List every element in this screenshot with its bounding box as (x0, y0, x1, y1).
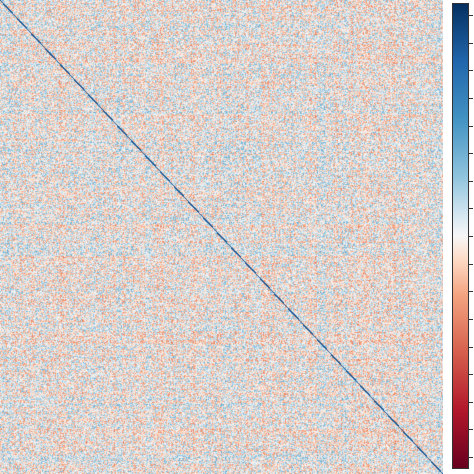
colorbar-tick (469, 347, 473, 348)
colorbar-tick (469, 291, 473, 292)
colorbar-tick (469, 15, 473, 16)
heatmap-matrix (0, 0, 443, 474)
colorbar-tick (469, 126, 473, 127)
colorbar-tick (469, 264, 473, 265)
colorbar-tick (469, 457, 473, 458)
colorbar-tick (469, 402, 473, 403)
colorbar-tick (469, 374, 473, 375)
colorbar-tick (469, 43, 473, 44)
colorbar-ticks (469, 3, 474, 469)
colorbar (452, 3, 469, 469)
colorbar-tick (469, 181, 473, 182)
colorbar-tick (469, 208, 473, 209)
colorbar-tick (469, 98, 473, 99)
colorbar-tick (469, 429, 473, 430)
colorbar-tick (469, 153, 473, 154)
colorbar-tick (469, 70, 473, 71)
colorbar-tick (469, 319, 473, 320)
colorbar-tick (469, 236, 473, 237)
